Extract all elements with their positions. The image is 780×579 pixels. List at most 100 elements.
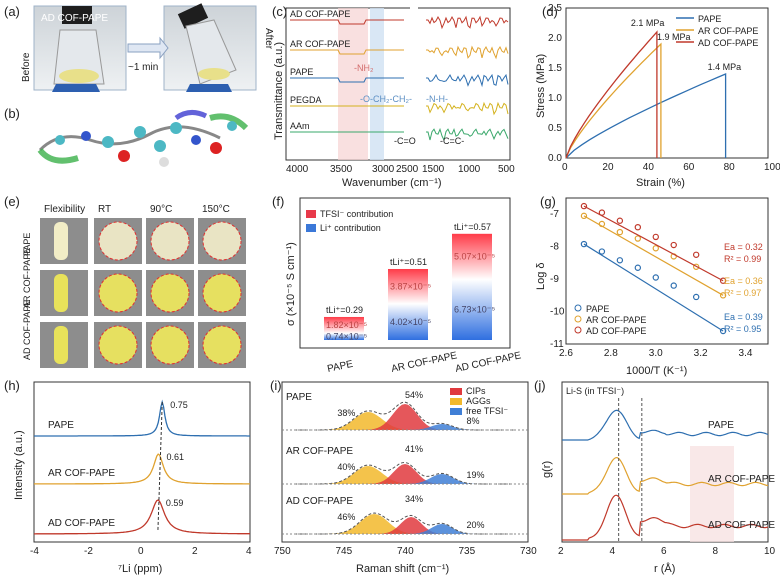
rdf-curve — [562, 494, 769, 541]
activation-energy-label: Ea = 0.32 — [724, 242, 763, 252]
nmr-spectrum-line — [34, 453, 250, 485]
free-percent: 20% — [467, 520, 485, 530]
membrane-disc — [151, 222, 189, 260]
x-tick-label: 2.6 — [559, 348, 573, 359]
x-tick-label: 3.4 — [739, 348, 753, 359]
membrane-disc — [151, 326, 189, 364]
sample-strip — [54, 222, 68, 260]
y-tick-label: 0.0 — [548, 153, 562, 164]
x-tick-label: -4 — [30, 546, 39, 557]
legend-swatch — [574, 326, 582, 334]
envelope-curve — [294, 461, 516, 485]
data-point — [719, 277, 727, 284]
bar-label-li: 0.74×10⁻⁵ — [326, 332, 368, 342]
panel-a-label: (a) — [4, 4, 20, 19]
column-header: 90°C — [150, 204, 172, 215]
panel-f: (f) 1.82×10⁻⁵ 0.74×10⁻⁵ tLi⁺=0.29 PAPE 3.87×… — [272, 194, 523, 375]
data-point — [634, 235, 642, 242]
ftir-series-line — [290, 15, 509, 30]
dashed-circle — [202, 325, 242, 365]
stand-icon — [52, 84, 100, 92]
stress-strain-line — [565, 42, 662, 159]
plot-frame — [281, 381, 529, 543]
ftir-series-line — [290, 73, 509, 88]
r-squared-label: R² = 0.99 — [724, 254, 761, 264]
x-tick-label: 6 — [661, 546, 667, 557]
r-squared-label: R² = 0.95 — [724, 324, 761, 334]
legend-swatch — [450, 398, 462, 405]
series-label: PAPE — [286, 392, 312, 403]
aggs-percent: 40% — [337, 462, 355, 472]
axis-break — [410, 4, 418, 12]
data-point — [598, 209, 606, 216]
fit-component-area — [294, 412, 516, 430]
annotation-lis: Li-S (in TFSI⁻) — [566, 386, 624, 396]
highlight-och2 — [370, 8, 384, 160]
x-axis-label: Raman shift (cm⁻¹) — [356, 563, 449, 575]
arrhenius-plot: Ea = 0.39 R² = 0.95 Ea = 0.36 R² = 0.97 Ea =… — [550, 202, 763, 359]
series-label: PAPE — [290, 67, 313, 77]
data-point — [692, 251, 700, 258]
series-label: AAm — [290, 121, 310, 131]
data-point — [692, 293, 700, 301]
x-tick-label: 2.8 — [604, 348, 618, 359]
y-tick-label: 2.0 — [548, 33, 562, 44]
molecule-surface-blue — [174, 110, 208, 121]
bar-label-tfsi: 1.82×10⁻⁵ — [326, 320, 368, 330]
plot-frame — [561, 381, 769, 543]
fit-component-area — [294, 404, 516, 430]
annotation-nh2: -NH₂ — [354, 63, 374, 73]
y-tick-label: -7 — [550, 209, 559, 220]
atom-icon — [210, 142, 222, 154]
envelope-curve — [294, 401, 516, 431]
panel-i: (i) PAPE 38% 54% 8% AR COF-PAPE 40% 41% 19% AD C… — [270, 378, 537, 575]
panel-d-label: (d) — [542, 4, 558, 19]
fit-line — [583, 215, 724, 296]
bar-label-li: 4.02×10⁻⁵ — [390, 317, 432, 327]
x-tick-label: 4 — [246, 546, 252, 557]
membrane-disc — [99, 222, 137, 260]
legend-label: AD COF-PAPE — [698, 38, 758, 48]
series-label: AR COF-PAPE — [286, 446, 353, 457]
activation-energy-label: Ea = 0.36 — [724, 276, 763, 286]
y-tick-label: 2.5 — [548, 3, 562, 14]
membrane-disc — [151, 274, 189, 312]
panel-h: (h) PAPE 0.75 AR COF-PAPE 0.61 AD COF-PAPE 0.… — [4, 378, 252, 575]
legend-swatch-li — [306, 224, 316, 232]
dashed-circle — [150, 325, 190, 365]
bar-label-tfsi: 5.07×10⁻⁵ — [454, 252, 496, 262]
y-tick-label: -11 — [550, 339, 564, 350]
y-axis-label: Stress (MPa) — [535, 54, 547, 118]
x-tick-label: 740 — [397, 546, 414, 557]
x-axis-label: Wavenumber (cm⁻¹) — [342, 177, 442, 189]
row-header: PAPE — [22, 233, 32, 256]
data-point — [598, 220, 606, 228]
vial-icon — [53, 29, 105, 85]
plot-frame — [299, 197, 511, 349]
bar-tfsi — [452, 233, 492, 280]
x-tick-label: 2 — [558, 546, 564, 557]
cips-percent: 41% — [405, 444, 423, 454]
dashed-circle — [98, 325, 138, 365]
data-point — [616, 257, 624, 264]
vial-icon-after — [185, 19, 237, 85]
membrane-disc — [203, 326, 241, 364]
data-point — [580, 240, 588, 248]
y-axis-label: g(r) — [541, 461, 553, 478]
fit-line — [583, 243, 724, 332]
legend-swatch — [450, 408, 462, 415]
panel-b-label: (b) — [4, 106, 20, 121]
membrane-disc — [99, 326, 137, 364]
x-tick-label: 20 — [602, 162, 614, 173]
panel-f-label: (f) — [272, 194, 284, 209]
legend-tfsi: TFSI⁻ contribution — [320, 209, 393, 219]
stress-strain-line — [565, 73, 727, 159]
data-point — [634, 223, 642, 231]
dashed-circle — [98, 221, 138, 261]
x-tick-label: 2 — [192, 546, 198, 557]
data-point — [652, 233, 659, 241]
sample-strip — [54, 326, 68, 364]
free-percent: 8% — [467, 416, 480, 426]
x-tick-label: 4000 — [286, 164, 309, 175]
